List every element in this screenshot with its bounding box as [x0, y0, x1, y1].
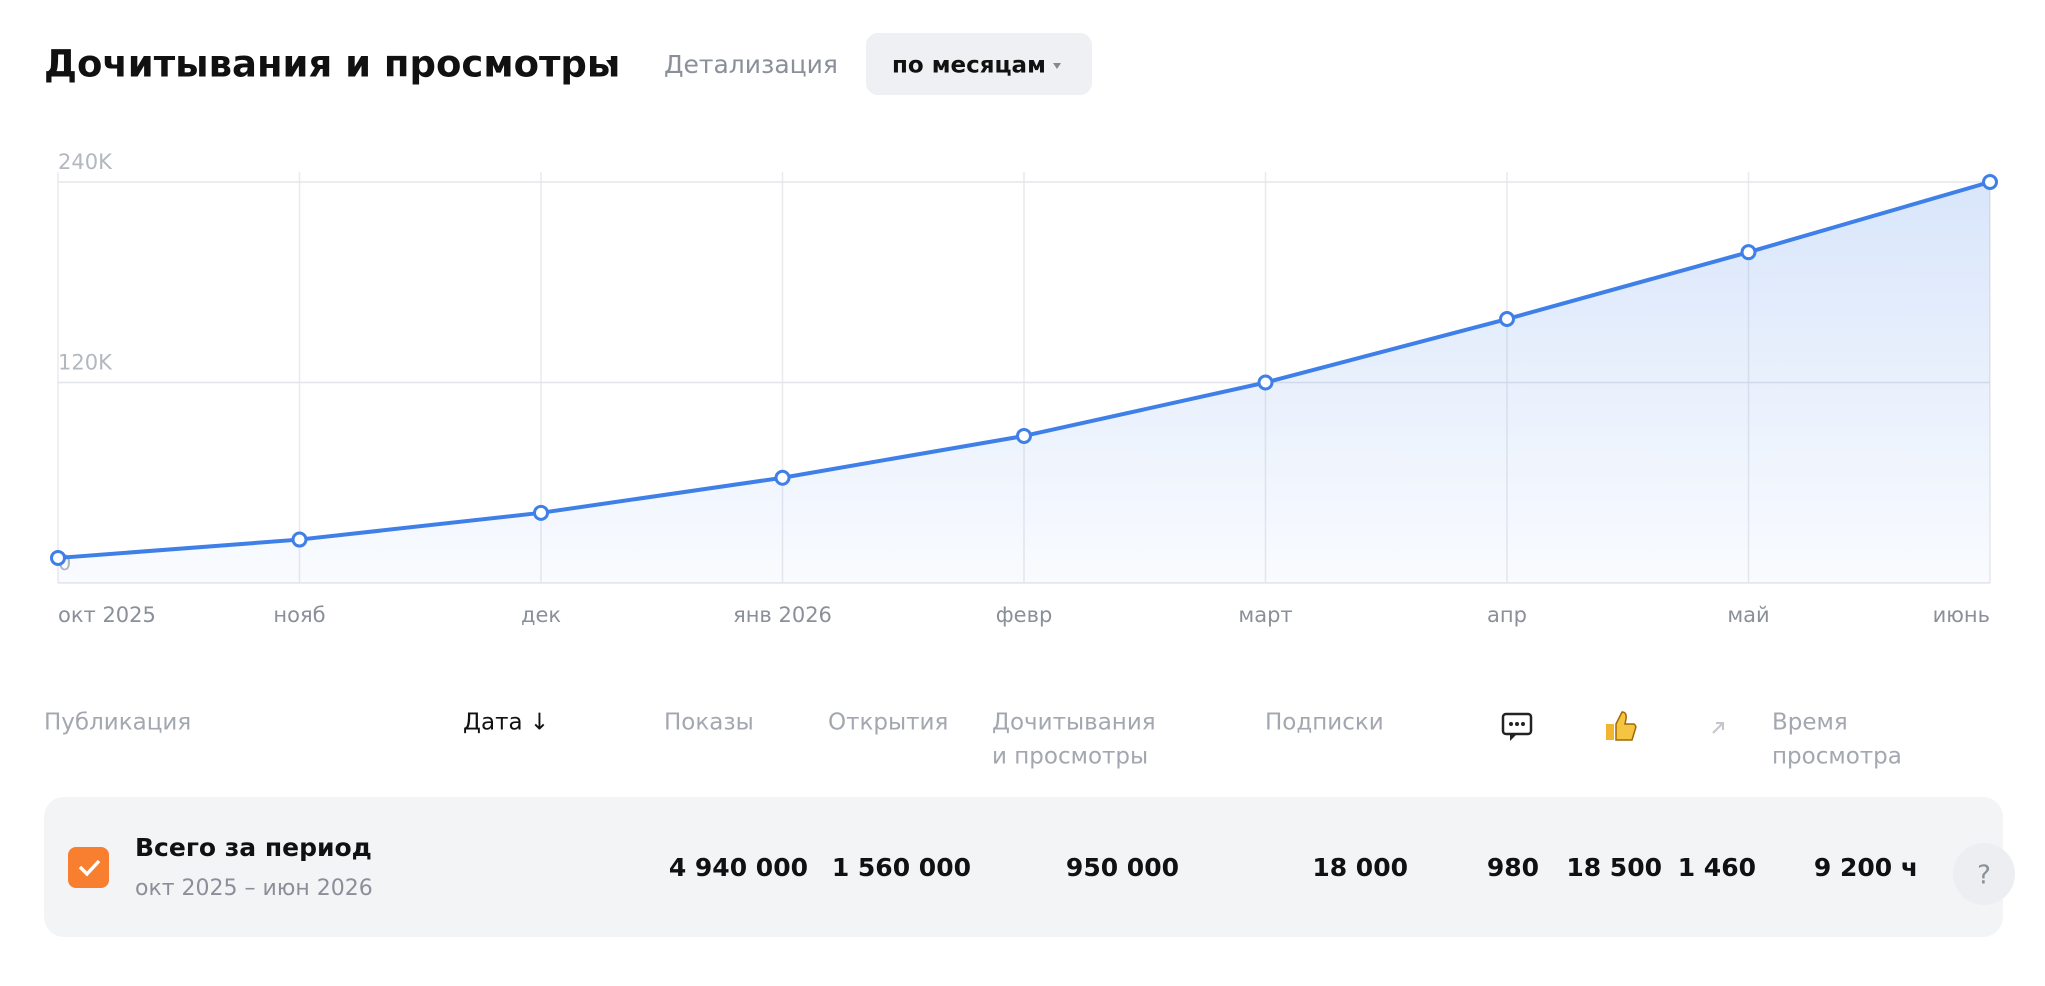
area	[58, 182, 1990, 583]
point	[1740, 244, 1757, 261]
row-value: 18 000	[1312, 853, 1408, 882]
column-header[interactable]: Показы	[664, 710, 754, 736]
point	[1499, 311, 1515, 328]
row-value: 4 940 000	[669, 853, 808, 882]
point	[774, 469, 791, 486]
point	[1982, 174, 1998, 190]
point	[533, 504, 549, 521]
column-header[interactable]: Время	[1772, 710, 1848, 736]
like-icon	[1606, 711, 1637, 741]
row-value: 950 000	[1066, 853, 1179, 882]
row-value: 980	[1487, 853, 1539, 882]
title-caret[interactable]	[606, 60, 616, 67]
x-tick-label: апр	[1487, 603, 1527, 627]
row-value: 9 200 ч	[1814, 853, 1918, 882]
column-header[interactable]: Открытия	[828, 710, 948, 736]
row-title: Всего за период	[135, 833, 372, 862]
detail-dropdown[interactable]	[866, 33, 1092, 95]
column-header[interactable]: Дочитывания	[992, 710, 1156, 736]
point	[50, 549, 66, 566]
column-header[interactable]: просмотра	[1772, 744, 1902, 770]
point	[291, 531, 308, 548]
title[interactable]: Дочитывания и просмотры	[44, 43, 620, 86]
column-header[interactable]: и просмотры	[992, 744, 1148, 770]
x-tick-label: июнь	[1933, 603, 1990, 627]
check	[78, 859, 101, 877]
help-button[interactable]	[1953, 843, 2015, 905]
x-tick-label: дек	[521, 603, 561, 627]
point	[1016, 427, 1032, 444]
x-tick-label: окт 2025	[58, 603, 156, 627]
chart: окт 2025 нояб дек янв 2026 февр март апр май июн…	[50, 150, 1998, 627]
comment-icon	[1501, 712, 1533, 741]
detail-value[interactable]: по месяцам	[892, 53, 1046, 79]
x-tick-label: март	[1238, 603, 1292, 627]
y-tick-label: 120K	[58, 351, 113, 375]
row-period: окт 2025 – июн 2026	[135, 876, 373, 901]
row-value: 1 460	[1678, 853, 1756, 882]
y-tick-label: 240K	[58, 150, 113, 174]
column-header[interactable]: Подписки	[1265, 710, 1384, 736]
detail-label: Детализация	[664, 50, 838, 79]
share-icon	[1712, 722, 1724, 734]
dropdown-caret	[1053, 63, 1061, 69]
row-value: 1 560 000	[832, 853, 971, 882]
total-row	[44, 797, 2003, 937]
table: Публикация Дата ↓ Показы Открытия Дочитывани…	[44, 710, 1902, 770]
checkbox[interactable]	[68, 847, 109, 888]
x-tick-label: нояб	[273, 603, 325, 627]
column-header[interactable]: Дата ↓	[463, 710, 549, 736]
point	[1257, 374, 1274, 391]
x-tick-label: янв 2026	[733, 603, 832, 627]
column-header[interactable]: Публикация	[44, 710, 191, 736]
x-tick-label: февр	[996, 603, 1053, 627]
help-icon[interactable]: ?	[1977, 861, 1991, 891]
row-value: 18 500	[1566, 853, 1662, 882]
x-tick-label: май	[1727, 603, 1769, 627]
